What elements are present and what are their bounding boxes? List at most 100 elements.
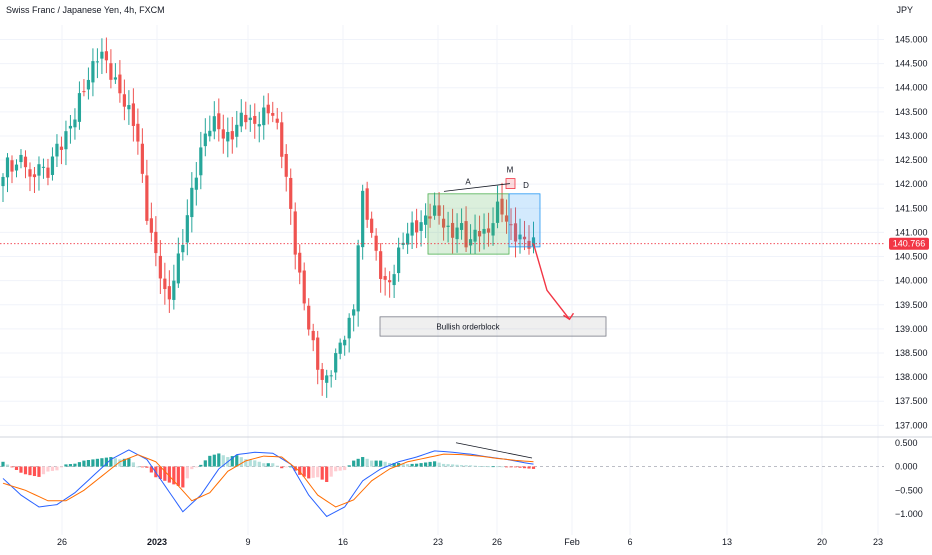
candle-body <box>212 116 216 132</box>
candle-body <box>450 222 455 238</box>
macd-histogram-bar <box>338 466 342 471</box>
macd-histogram-bar <box>527 466 531 469</box>
macd-histogram-bar <box>383 461 387 467</box>
candle-body <box>437 205 441 216</box>
candle-body <box>473 229 477 242</box>
macd-histogram-bar <box>239 457 243 467</box>
candle-body <box>59 146 64 150</box>
current-price-label: 140.766 <box>893 239 926 249</box>
macd-histogram-bar <box>37 466 41 477</box>
time-tick-label: 23 <box>873 537 883 547</box>
candle-body <box>32 174 37 178</box>
candle-body <box>374 235 378 251</box>
macd-histogram-bar <box>176 466 180 486</box>
candle-body <box>163 278 167 290</box>
candle-body <box>293 211 297 255</box>
candle-body <box>424 215 428 225</box>
candle-body <box>194 177 198 190</box>
macd-histogram-bar <box>109 457 113 467</box>
candle-body <box>441 218 446 228</box>
time-tick-label: 13 <box>722 537 732 547</box>
macd-histogram-bar <box>509 466 513 468</box>
candle-body <box>491 223 495 236</box>
macd-histogram-bar <box>14 466 19 470</box>
macd-histogram-bar <box>217 453 221 467</box>
candle-body <box>455 227 459 240</box>
macd-divergence-line <box>455 442 533 459</box>
macd-histogram-bar <box>370 460 374 467</box>
macd-histogram-bar <box>131 462 135 467</box>
macd-histogram-bar <box>491 466 495 468</box>
macd-histogram-bar <box>23 466 28 475</box>
label-a: A <box>465 178 471 187</box>
macd-histogram-bar <box>343 466 347 471</box>
candle-body <box>311 330 315 341</box>
macd-histogram-bar <box>307 466 311 479</box>
candle-body <box>316 337 320 370</box>
macd-histogram-bar <box>468 465 473 467</box>
macd-histogram-bar <box>320 466 324 480</box>
candle-body <box>86 79 91 90</box>
macd-histogram-bar <box>356 458 360 467</box>
candle-body <box>334 353 338 373</box>
macd-histogram-bar <box>122 458 126 467</box>
macd-histogram-bar <box>428 461 432 467</box>
candle-body <box>118 74 122 94</box>
macd-histogram-bar <box>5 464 10 467</box>
price-tick-label: 144.000 <box>895 83 928 93</box>
candle-body <box>185 215 189 243</box>
consolidation-zone <box>427 193 510 255</box>
macd-histogram-bar <box>100 458 104 467</box>
time-tick-label: 20 <box>817 537 827 547</box>
price-tick-label: 144.500 <box>895 59 928 69</box>
macd-histogram-bar <box>68 464 73 467</box>
candle-body <box>415 220 419 233</box>
macd-histogram-bar <box>28 466 32 476</box>
candle-body <box>356 245 360 312</box>
candle-body <box>486 228 491 233</box>
price-tick-label: 145.000 <box>895 34 928 44</box>
candle-body <box>203 133 207 147</box>
macd-histogram-bar <box>379 460 383 467</box>
candle-body <box>379 251 383 279</box>
candle-body <box>289 177 293 209</box>
macd-histogram-bar <box>388 462 392 467</box>
macd-histogram-bar <box>275 465 279 467</box>
macd-histogram-bar <box>50 466 55 471</box>
macd-histogram-bar <box>432 461 437 467</box>
candle-body <box>50 156 55 175</box>
macd-histogram-bar <box>172 466 176 485</box>
macd-histogram-bar <box>163 466 167 481</box>
m-zone <box>505 178 516 189</box>
candle-body <box>248 117 252 121</box>
candle-body <box>383 276 387 280</box>
macd-histogram-bar <box>374 460 378 467</box>
candle-body <box>172 280 176 300</box>
currency-label: JPY <box>896 5 913 15</box>
candle-body <box>91 61 95 83</box>
macd-histogram-bar <box>113 458 117 467</box>
candle-body <box>190 187 194 218</box>
candle-body <box>253 115 257 124</box>
macd-histogram-bar <box>212 454 216 467</box>
candle-body <box>28 169 32 177</box>
macd-histogram-bar <box>504 466 509 468</box>
candle-body <box>122 94 126 107</box>
macd-histogram-bar <box>473 465 477 467</box>
macd-histogram-bar <box>181 466 185 488</box>
macd-histogram-bar <box>513 466 518 468</box>
candle-body <box>46 167 50 178</box>
candle-body <box>509 224 513 226</box>
projection-arrowhead <box>563 312 575 321</box>
macd-histogram-bar <box>284 466 288 468</box>
candle-body <box>298 252 302 273</box>
macd-histogram-bar <box>459 465 464 467</box>
time-tick-label: 23 <box>433 537 443 547</box>
candle-body <box>410 222 414 236</box>
macd-histogram-bar <box>365 458 369 467</box>
price-tick-label: 137.000 <box>895 420 928 430</box>
candle-body <box>531 237 536 247</box>
macd-histogram-bar <box>477 466 482 467</box>
